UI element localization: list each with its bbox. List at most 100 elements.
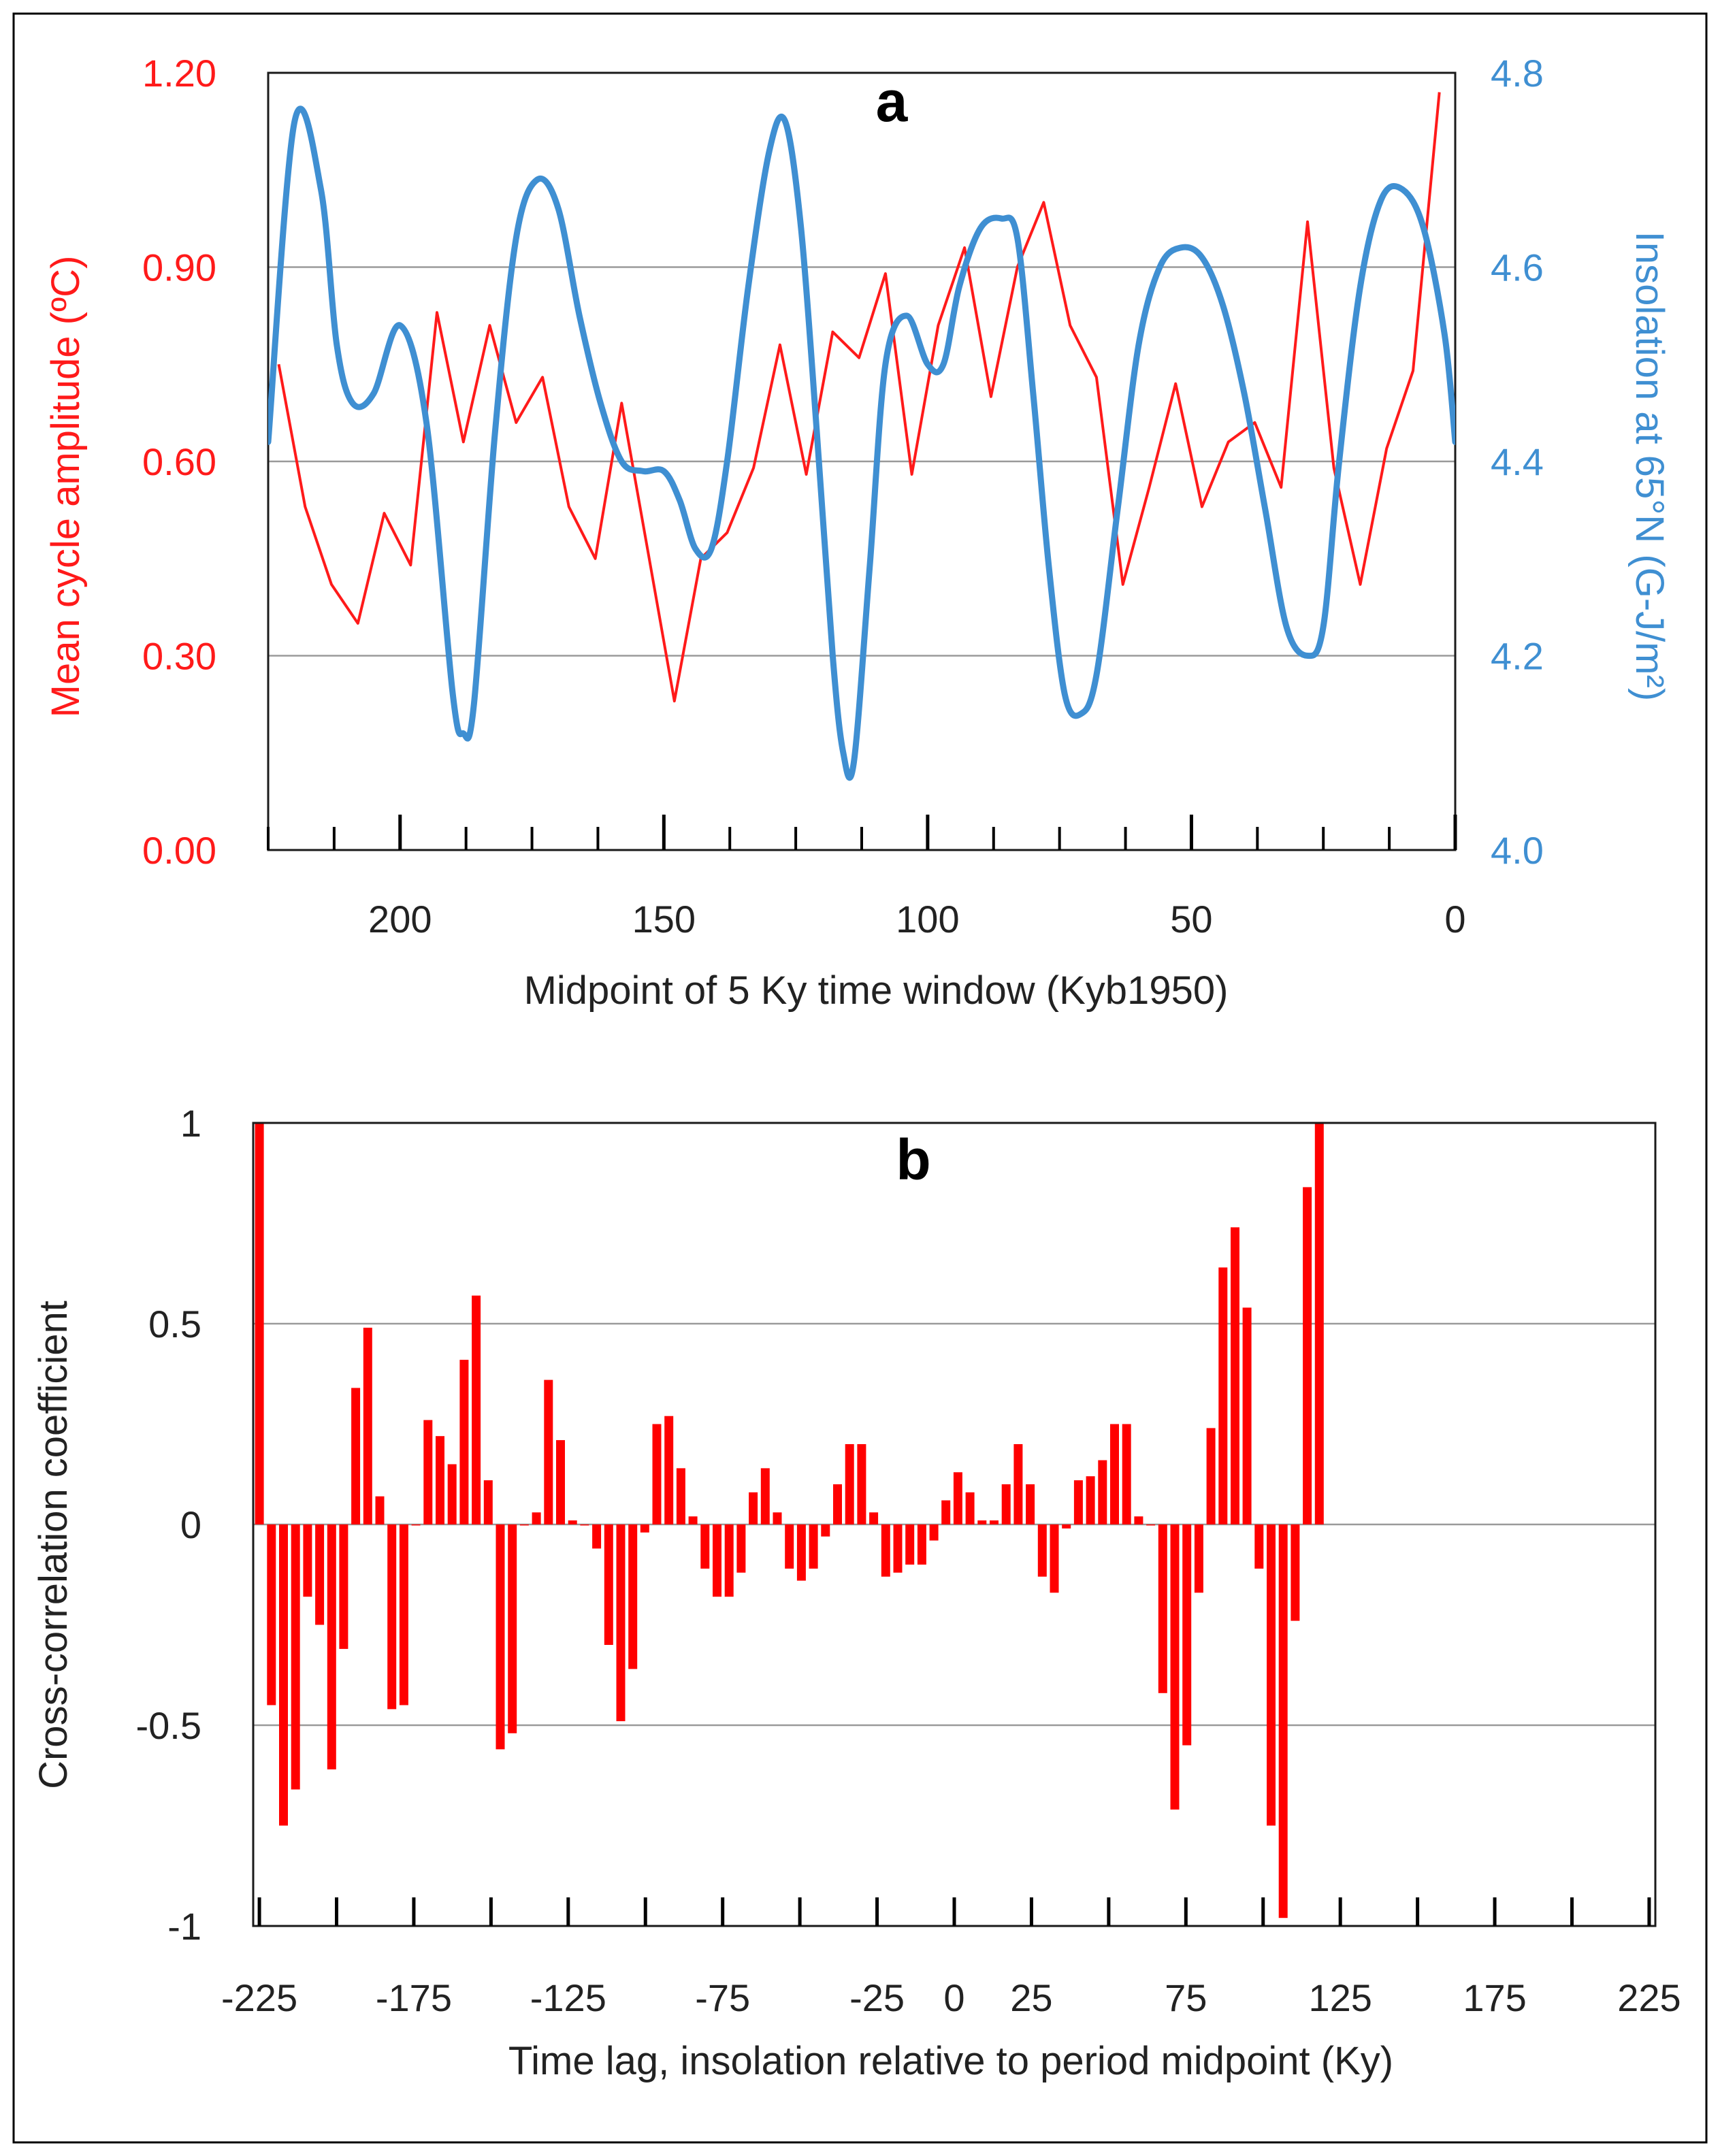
correlation-bar (845, 1444, 854, 1524)
correlation-bar (339, 1524, 348, 1649)
correlation-bar (496, 1524, 505, 1750)
correlation-bar (929, 1524, 939, 1541)
correlation-bar (917, 1524, 926, 1565)
correlation-bar (809, 1524, 818, 1569)
correlation-bar (472, 1295, 481, 1524)
correlation-bar (411, 1524, 421, 1526)
panel-b-x-tick-label: -75 (695, 1976, 750, 2019)
panel-a-left-tick-label: 0.00 (142, 829, 216, 872)
panel-a-title: a (876, 69, 909, 133)
correlation-bar (519, 1524, 529, 1526)
panel-a-x-tick-label: 50 (1170, 898, 1212, 941)
panel-a-right-tick-label: 4.2 (1491, 635, 1544, 678)
correlation-bar (1013, 1444, 1023, 1524)
panel-b-y-tick-label: -1 (167, 1905, 201, 1948)
panel-a-right-tick-labels: 4.0 4.2 4.4 4.6 4.8 (1491, 52, 1544, 872)
panel-b-x-tick-label: -125 (530, 1976, 606, 2019)
correlation-bar (736, 1524, 746, 1573)
panel-a-x-tick-label: 0 (1444, 898, 1465, 941)
correlation-bar (676, 1468, 685, 1524)
correlation-bar (1194, 1524, 1203, 1593)
panel-a-right-tick-label: 4.0 (1491, 829, 1544, 872)
correlation-bar (399, 1524, 408, 1705)
insolation-series-line (268, 105, 1455, 781)
panel-a: 0.00 0.30 0.60 0.90 1.20 4.0 4.2 4.4 4.6 4.8 200… (44, 52, 1672, 1013)
panel-b-y-tick-labels: -1 -0.5 0 0.5 1 (136, 1102, 202, 1948)
panel-b-y-axis-label: Cross-correlation coefficient (31, 1301, 76, 1789)
correlation-bar (483, 1480, 493, 1524)
correlation-bar (592, 1524, 602, 1549)
correlation-bar (604, 1524, 613, 1645)
panel-b-x-axis-label: Time lag, insolation relative to period … (508, 2039, 1393, 2083)
correlation-bar (700, 1524, 710, 1569)
outer-frame (12, 12, 1708, 2144)
panel-a-x-tick-label: 200 (368, 898, 432, 941)
panel-a-x-tick-label: 100 (896, 898, 959, 941)
correlation-bar (508, 1524, 517, 1733)
correlation-bar (1001, 1484, 1011, 1524)
correlation-bar (905, 1524, 915, 1565)
panel-b-title: b (896, 1128, 930, 1192)
panel-b-x-tick-label: -25 (849, 1976, 905, 2019)
panel-b-x-tick-label: 25 (1010, 1976, 1052, 2019)
panel-a-left-tick-label: 0.90 (142, 246, 216, 289)
panel-b-y-tick-label: -0.5 (136, 1704, 202, 1747)
correlation-bar (1026, 1484, 1035, 1524)
correlation-bar (628, 1524, 638, 1669)
correlation-bar (640, 1524, 649, 1533)
correlation-bar (544, 1379, 553, 1524)
correlation-bar (532, 1512, 541, 1524)
amplitude-series-line (277, 92, 1441, 703)
correlation-bar (1254, 1524, 1264, 1569)
panel-b-x-tick-label: 225 (1617, 1976, 1681, 2019)
panel-a-right-tick-label: 4.4 (1491, 440, 1544, 483)
panel-a-left-tick-label: 0.60 (142, 440, 216, 483)
correlation-bar (893, 1524, 903, 1573)
correlation-bar (713, 1524, 721, 1597)
panel-a-x-ticks (267, 815, 1457, 850)
panel-b-y-tick-label: 1 (180, 1102, 201, 1145)
panel-a-left-axis-label: Mean cycle amplitude (ºC) (44, 256, 88, 718)
panel-b: -1 -0.5 0 0.5 1 -225 -175 -125 -75 -25 0 25 75 125 17… (31, 1102, 1681, 2083)
correlation-bar (303, 1524, 312, 1597)
correlation-bar (1231, 1227, 1239, 1524)
panel-a-x-tick-label: 150 (632, 898, 696, 941)
panel-a-right-tick-label: 4.8 (1491, 52, 1544, 95)
correlation-bar (1122, 1424, 1131, 1524)
correlation-bar (351, 1388, 361, 1524)
panel-b-y-tick-label: 0 (180, 1503, 201, 1546)
correlation-bar (1170, 1524, 1180, 1810)
correlation-bar (556, 1440, 565, 1524)
correlation-bar (1291, 1524, 1300, 1621)
panel-a-left-tick-label: 0.30 (142, 635, 216, 678)
correlation-bar (459, 1360, 469, 1524)
correlation-bar (1146, 1524, 1156, 1526)
correlation-bar (1086, 1476, 1095, 1524)
correlation-bar (580, 1524, 589, 1526)
panel-b-y-tick-label: 0.5 (148, 1303, 201, 1345)
panel-b-x-tick-label: -225 (221, 1976, 297, 2019)
correlation-bar (1073, 1480, 1083, 1524)
correlation-bar (568, 1520, 577, 1524)
correlation-bar (436, 1436, 444, 1524)
correlation-bar (833, 1484, 842, 1524)
correlation-bar (1050, 1524, 1059, 1593)
panel-a-left-tick-label: 1.20 (142, 52, 216, 95)
correlation-bar (1182, 1524, 1192, 1746)
panel-a-left-tick-labels: 0.00 0.30 0.60 0.90 1.20 (142, 52, 216, 872)
correlation-bar (423, 1420, 433, 1524)
correlation-bar (1206, 1428, 1216, 1524)
panel-a-x-tick-labels: 200 150 100 50 0 (368, 898, 1466, 941)
panel-b-x-tick-label: 175 (1463, 1976, 1526, 2019)
correlation-bar (760, 1468, 770, 1524)
correlation-bar (652, 1424, 662, 1524)
correlation-bar (1242, 1307, 1252, 1524)
correlation-bar (267, 1524, 276, 1705)
correlation-bar (1134, 1516, 1143, 1524)
panel-b-x-tick-label: -175 (376, 1976, 452, 2019)
correlation-bar (724, 1524, 734, 1597)
correlation-bar (387, 1524, 397, 1710)
correlation-bar (447, 1464, 457, 1524)
correlation-bar (327, 1524, 336, 1769)
